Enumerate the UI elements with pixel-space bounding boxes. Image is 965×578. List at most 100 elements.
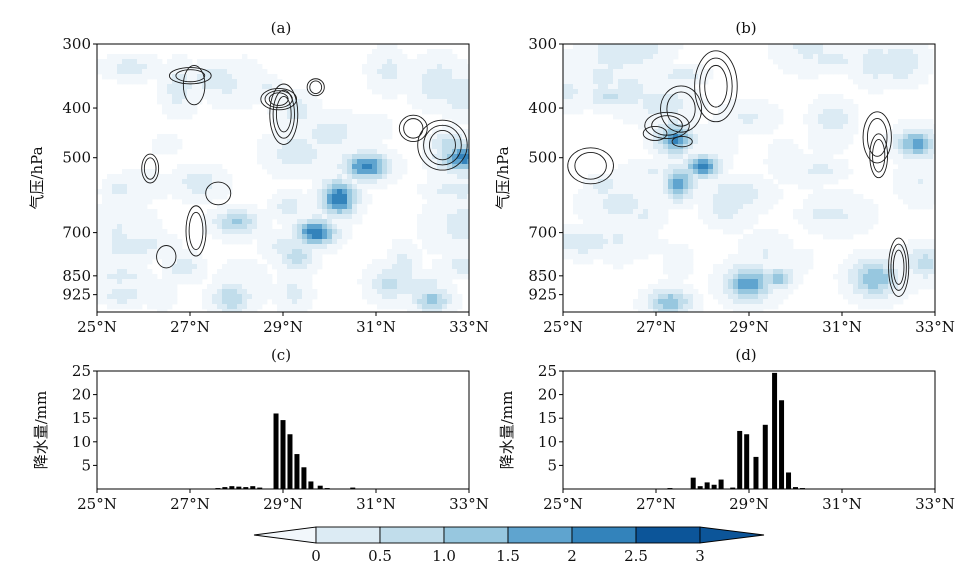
heatmap-cell	[728, 229, 734, 235]
heatmap-cell	[653, 284, 659, 290]
heatmap-cell	[372, 49, 378, 55]
heatmap-cell	[693, 194, 699, 200]
heatmap-cell	[442, 269, 448, 275]
heatmap-cell	[142, 204, 148, 210]
heatmap-cell	[663, 214, 669, 220]
heatmap-cell	[157, 239, 163, 245]
heatmap-cell	[142, 214, 148, 220]
heatmap-cell	[387, 179, 393, 185]
heatmap-cell	[247, 214, 253, 220]
heatmap-cell	[417, 214, 423, 220]
heatmap-cell	[402, 79, 408, 85]
heatmap-cell	[387, 169, 393, 175]
heatmap-cell	[653, 184, 659, 190]
heatmap-cell	[908, 84, 914, 90]
heatmap-cell	[152, 139, 158, 145]
heatmap-cell	[758, 239, 764, 245]
heatmap-cell	[152, 304, 158, 310]
heatmap-cell	[633, 214, 639, 220]
heatmap-cell	[452, 109, 458, 115]
heatmap-cell	[437, 79, 443, 85]
heatmap-cell	[638, 99, 644, 105]
heatmap-cell	[648, 174, 654, 180]
heatmap-cell	[327, 169, 333, 175]
heatmap-cell	[347, 184, 353, 190]
heatmap-cell	[227, 309, 233, 313]
heatmap-cell	[908, 174, 914, 180]
heatmap-cell	[623, 209, 629, 215]
heatmap-cell	[783, 44, 789, 50]
heatmap-cell	[793, 64, 799, 70]
heatmap-cell	[738, 184, 744, 190]
heatmap-cell	[302, 239, 308, 245]
heatmap-cell	[628, 214, 634, 220]
heatmap-cell	[317, 99, 323, 105]
heatmap-cell	[267, 169, 273, 175]
heatmap-cell	[237, 209, 243, 215]
heatmap-cell	[252, 69, 258, 75]
heatmap-cell	[918, 204, 924, 210]
heatmap-cell	[788, 264, 794, 270]
heatmap-cell	[447, 99, 453, 105]
heatmap-cell	[803, 54, 809, 60]
heatmap-cell	[903, 64, 909, 70]
heatmap-cell	[447, 279, 453, 285]
heatmap-cell	[833, 49, 839, 55]
heatmap-cell	[878, 44, 884, 50]
heatmap-cell	[217, 104, 223, 110]
heatmap-cell	[207, 299, 213, 305]
heatmap-cell	[262, 284, 268, 290]
heatmap-cell	[908, 129, 914, 135]
heatmap-cell	[357, 129, 363, 135]
heatmap-cell	[828, 214, 834, 220]
heatmap-cell	[97, 249, 103, 255]
heatmap-cell	[783, 159, 789, 165]
heatmap-cell	[142, 279, 148, 285]
heatmap-cell	[282, 249, 288, 255]
heatmap-cell	[773, 234, 779, 240]
heatmap-cell	[808, 114, 814, 120]
heatmap-cell	[342, 204, 348, 210]
heatmap-cell	[608, 174, 614, 180]
heatmap-cell	[668, 129, 674, 135]
heatmap-cell	[908, 139, 914, 145]
heatmap-cell	[297, 119, 303, 125]
heatmap-cell	[232, 224, 238, 230]
heatmap-cell	[573, 229, 579, 235]
heatmap-cell	[177, 259, 183, 265]
heatmap-cell	[457, 114, 463, 120]
heatmap-cell	[688, 139, 694, 145]
heatmap-cell	[708, 209, 714, 215]
heatmap-cell	[803, 259, 809, 265]
heatmap-cell	[297, 174, 303, 180]
heatmap-cell	[723, 169, 729, 175]
heatmap-cell	[818, 149, 824, 155]
heatmap-cell	[312, 159, 318, 165]
heatmap-cell	[207, 214, 213, 220]
heatmap-cell	[603, 219, 609, 225]
heatmap-cell	[623, 69, 629, 75]
heatmap-cell	[262, 149, 268, 155]
heatmap-cell	[242, 64, 248, 70]
heatmap-cell	[848, 229, 854, 235]
heatmap-cell	[362, 164, 368, 170]
heatmap-cell	[467, 84, 470, 90]
heatmap-cell	[117, 294, 123, 300]
heatmap-cell	[628, 104, 634, 110]
heatmap-cell	[783, 234, 789, 240]
heatmap-cell	[382, 44, 388, 50]
heatmap-cell	[663, 239, 669, 245]
heatmap-cell	[748, 179, 754, 185]
heatmap-cell	[928, 129, 934, 135]
heatmap-cell	[127, 279, 133, 285]
heatmap-cell	[222, 309, 228, 313]
heatmap-cell	[242, 104, 248, 110]
contour-line	[168, 67, 212, 85]
heatmap-cell	[352, 114, 358, 120]
heatmap-cell	[442, 274, 448, 280]
heatmap-cell	[327, 139, 333, 145]
heatmap-cell	[337, 134, 343, 140]
heatmap-cell	[918, 119, 924, 125]
heatmap-cell	[217, 184, 223, 190]
heatmap-cell	[182, 249, 188, 255]
